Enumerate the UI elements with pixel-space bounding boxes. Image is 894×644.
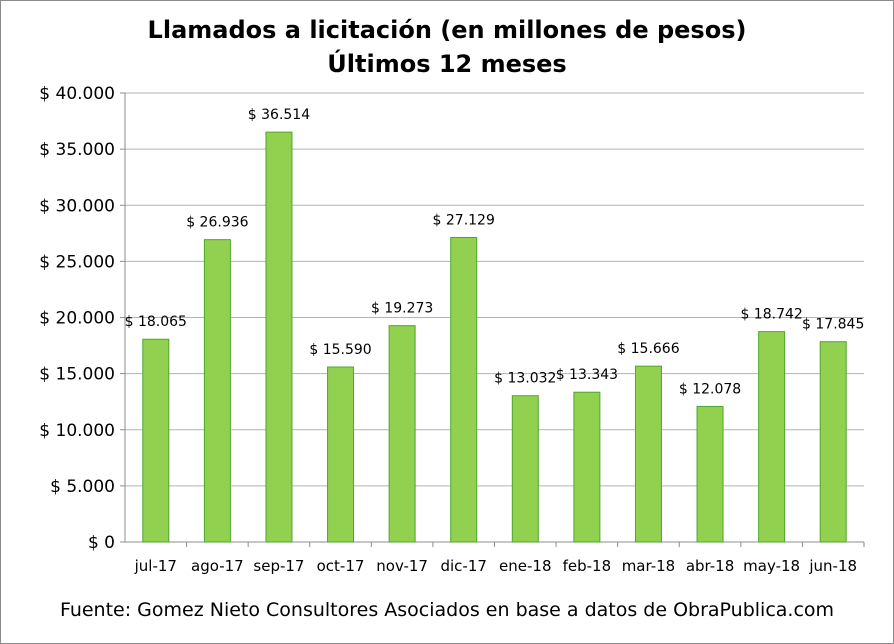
chart-title: Llamados a licitación (en millones de pe…	[147, 16, 747, 44]
source-note: Fuente: Gomez Nieto Consultores Asociado…	[59, 599, 835, 621]
y-tick-label: $ 15.000	[39, 365, 115, 385]
data-label: $ 36.514	[248, 107, 310, 123]
bar	[573, 391, 601, 543]
bar	[142, 338, 170, 543]
y-tick-label: $ 5.000	[50, 477, 115, 497]
data-label: $ 26.936	[186, 215, 248, 231]
bar	[511, 395, 539, 543]
x-tick-label: nov-17	[376, 557, 428, 575]
x-tick-label: jul-17	[134, 557, 177, 575]
chart-subtitle: Últimos 12 meses	[327, 50, 567, 78]
x-tick-label: sep-17	[253, 557, 304, 575]
data-label: $ 15.666	[617, 341, 679, 357]
bar	[819, 341, 847, 543]
x-tick-label: feb-18	[563, 557, 612, 575]
y-tick-label: $ 30.000	[39, 196, 115, 216]
data-label: $ 13.032	[494, 371, 556, 387]
x-tick-label: oct-17	[317, 557, 365, 575]
data-label: $ 13.343	[556, 367, 618, 383]
bar	[203, 239, 231, 543]
bar	[758, 331, 786, 543]
x-tick-label: jun-18	[808, 557, 857, 575]
y-tick-label: $ 40.000	[39, 84, 115, 104]
bar	[696, 405, 724, 543]
y-tick-label: $ 0	[88, 533, 115, 553]
x-tick-label: may-18	[743, 557, 800, 575]
data-label: $ 18.065	[125, 314, 187, 330]
bar	[265, 131, 293, 543]
data-label: $ 12.078	[679, 381, 741, 397]
bar	[634, 365, 662, 543]
y-tick-label: $ 35.000	[39, 140, 115, 160]
data-label: $ 19.273	[371, 301, 433, 317]
x-tick-label: ago-17	[191, 557, 244, 575]
bar	[388, 325, 416, 543]
x-tick-label: dic-17	[440, 557, 486, 575]
bar	[327, 366, 355, 543]
data-label: $ 17.845	[802, 317, 864, 333]
y-tick-label: $ 25.000	[39, 252, 115, 272]
x-tick-label: abr-18	[686, 557, 734, 575]
y-tick-label: $ 20.000	[39, 309, 115, 329]
bar	[450, 236, 478, 543]
data-label: $ 15.590	[309, 342, 371, 358]
chart-title-block: Llamados a licitación (en millones de pe…	[1, 13, 893, 81]
data-label: $ 27.129	[433, 212, 495, 228]
y-tick-label: $ 10.000	[39, 421, 115, 441]
x-tick-label: mar-18	[622, 557, 676, 575]
data-label: $ 18.742	[740, 307, 802, 323]
x-tick-label: ene-18	[499, 557, 551, 575]
